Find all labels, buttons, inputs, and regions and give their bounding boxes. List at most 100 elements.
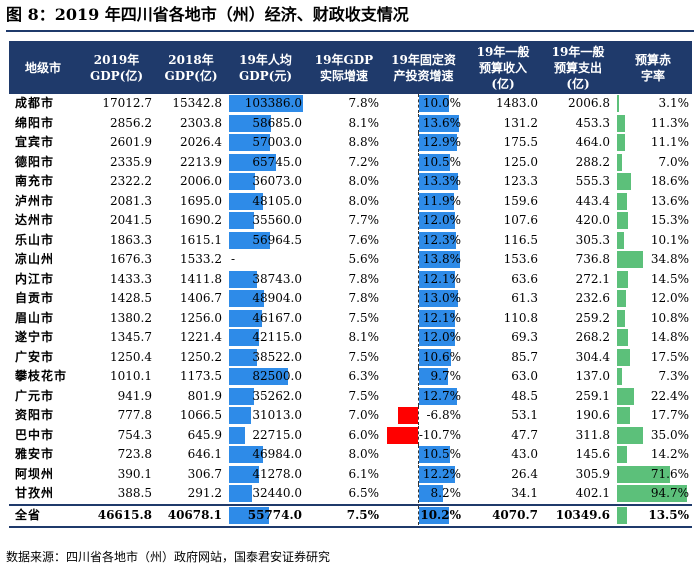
investment-growth: 13.8%	[383, 250, 464, 270]
investment-growth-value: 10.5%	[422, 447, 461, 462]
table-row: 资阳市 777.8 1066.5 31013.0 7.0% -6.8% 53.1 190.6 1…	[9, 406, 692, 426]
gdp-2019: 46615.8	[77, 503, 156, 528]
gdp-per-capita-value: 46167.0	[252, 310, 302, 325]
gdp-2018: 646.1	[187, 447, 222, 462]
gdp-per-capita: 56964.5	[226, 231, 305, 251]
investment-growth-bar	[419, 309, 455, 327]
investment-growth-value: -6.8%	[426, 408, 461, 423]
deficit-rate: 11.1%	[614, 133, 692, 153]
gdp-2018: 291.2	[187, 486, 222, 501]
deficit-rate-bar	[617, 231, 625, 249]
investment-growth: 9.7%	[383, 367, 464, 387]
table-row: 甘孜州 388.5 291.2 32440.0 6.5% 8.2% 34.1 402.1 94.…	[9, 484, 692, 505]
investment-growth: 12.0%	[383, 211, 464, 231]
budget-revenue: 63.0	[511, 369, 538, 384]
gdp-per-capita-bar	[229, 290, 264, 308]
budget-expenditure: 232.6	[575, 291, 610, 306]
investment-growth-value: 13.8%	[422, 252, 461, 267]
gdp-2018: 801.9	[187, 388, 222, 403]
gdp-2018: 1221.4	[180, 330, 222, 345]
gdp-growth: 7.6%	[348, 232, 380, 247]
city-name: 广安市	[15, 349, 55, 364]
investment-growth: 12.3%	[383, 230, 464, 251]
deficit-rate: 17.5%	[614, 348, 692, 368]
table-row: 内江市 1433.3 1411.8 38743.0 7.8% 12.1% 63.6 272.1…	[9, 269, 692, 290]
budget-expenditure: 137.0	[575, 369, 610, 384]
gdp-2018: 2006.0	[180, 174, 222, 189]
gdp-per-capita: 65745.0	[226, 153, 305, 173]
investment-growth-bar	[419, 387, 457, 405]
investment-zero-axis	[418, 191, 420, 211]
investment-growth-bar	[419, 368, 448, 386]
gdp-2018: 1250.2	[180, 349, 222, 364]
investment-zero-axis	[418, 152, 420, 172]
investment-growth-bar	[419, 446, 451, 464]
investment-growth-bar	[419, 485, 444, 503]
table-row: 凉山州 1676.3 1533.2- 5.6% 13.8% 153.6 736.8 34.8%	[9, 250, 692, 270]
gdp-per-capita: 32440.0	[226, 484, 305, 505]
budget-revenue: 116.5	[503, 232, 538, 247]
city-name: 泸州市	[15, 193, 55, 208]
deficit-rate-value: 17.5%	[650, 349, 689, 364]
city-name: 乐山市	[15, 232, 55, 247]
table-row: 攀枝花市 1010.1 1173.5 82500.0 6.3% 9.7% 63.0 137.0…	[9, 367, 692, 387]
budget-expenditure: 555.3	[575, 174, 610, 189]
gdp-2019: 754.3	[117, 427, 152, 442]
investment-growth: 12.1%	[383, 269, 464, 290]
city-name: 广元市	[15, 388, 55, 403]
gdp-2019: 17012.7	[102, 96, 152, 111]
deficit-rate-value: 22.4%	[650, 388, 689, 403]
deficit-rate-value: 13.5%	[648, 508, 689, 522]
gdp-per-capita-value: 38522.0	[252, 349, 302, 364]
gdp-growth: 8.1%	[348, 115, 380, 130]
table-body: 成都市 17012.7 15342.8 103386.0 7.8% 10.0% 1483.0…	[9, 94, 692, 528]
budget-revenue: 175.5	[503, 135, 538, 150]
investment-growth-value: 13.6%	[422, 115, 461, 130]
gdp-per-capita: 42115.0	[226, 328, 305, 348]
city-name: 攀枝花市	[15, 369, 68, 384]
investment-growth-value: 12.7%	[422, 388, 461, 403]
investment-growth: 12.9%	[383, 133, 464, 153]
deficit-rate-value: 71.6%	[650, 466, 689, 481]
gdp-growth: 5.6%	[348, 252, 380, 267]
investment-zero-axis	[418, 484, 420, 504]
investment-zero-axis	[418, 506, 420, 525]
gdp-per-capita-bar	[229, 507, 269, 524]
table-row: 绵阳市 2856.2 2303.8 58685.0 8.1% 13.6% 131.2 453.…	[9, 113, 692, 134]
table-row: 遂宁市 1345.7 1221.4 42115.0 8.1% 12.0% 69.3 268.2…	[9, 328, 692, 348]
deficit-rate: 15.3%	[614, 211, 692, 231]
economy-finance-table: 地级市 2019年 GDP(亿) 2018年 GDP(亿) 19年人均 GDP(元) 19年G…	[9, 41, 692, 528]
table-row: 眉山市 1380.2 1256.0 46167.0 7.5% 12.1% 110.8 259.…	[9, 308, 692, 329]
total-row: 全省 46615.8 40678.1 55774.0 7.5% 10.2% 4070.7 10…	[9, 503, 692, 528]
deficit-rate-value: 3.1%	[658, 96, 690, 111]
gdp-2019: 390.1	[117, 466, 152, 481]
budget-expenditure: 288.2	[575, 154, 610, 169]
city-name: 全省	[9, 503, 77, 528]
city-name: 甘孜州	[15, 486, 55, 501]
investment-growth-value: 12.2%	[422, 466, 461, 481]
gdp-per-capita-value: 32440.0	[252, 486, 302, 501]
investment-growth-bar	[419, 114, 460, 132]
budget-expenditure: 304.4	[575, 349, 610, 364]
gdp-per-capita: 35262.0	[226, 387, 305, 407]
deficit-rate: 17.7%	[614, 406, 692, 426]
gdp-per-capita-bar	[229, 192, 264, 210]
table-row: 自贡市 1428.5 1406.7 48904.0 7.8% 13.0% 61.3 232.6…	[9, 289, 692, 309]
gdp-per-capita: 48904.0	[226, 289, 305, 309]
budget-expenditure: 464.0	[575, 135, 610, 150]
deficit-rate-value: 17.7%	[650, 408, 689, 423]
gdp-per-capita-value: 31013.0	[252, 408, 302, 423]
city-name: 阿坝州	[15, 466, 55, 481]
gdp-per-capita: 38743.0	[226, 270, 305, 290]
deficit-rate-bar	[617, 95, 620, 113]
gdp-growth: 6.1%	[348, 466, 380, 481]
budget-expenditure: 402.1	[575, 486, 610, 501]
investment-zero-axis	[418, 347, 420, 367]
budget-expenditure: 272.1	[575, 271, 610, 286]
budget-revenue: 47.7	[511, 427, 538, 442]
gdp-2018: 2026.4	[180, 135, 222, 150]
gdp-per-capita-value: 58685.0	[252, 115, 302, 130]
gdp-per-capita: -	[226, 250, 305, 270]
investment-growth: 12.1%	[383, 308, 464, 329]
city-name: 德阳市	[15, 154, 55, 169]
